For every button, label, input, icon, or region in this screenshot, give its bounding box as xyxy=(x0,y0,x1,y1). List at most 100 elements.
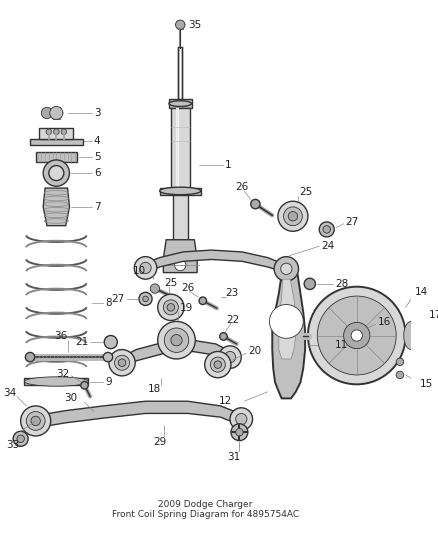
Text: 29: 29 xyxy=(153,437,166,447)
Text: 8: 8 xyxy=(105,297,112,308)
Polygon shape xyxy=(43,188,70,225)
Text: 12: 12 xyxy=(219,396,232,406)
Circle shape xyxy=(31,416,40,426)
Circle shape xyxy=(219,346,241,368)
Text: 17: 17 xyxy=(429,310,438,320)
Circle shape xyxy=(53,129,59,135)
Circle shape xyxy=(288,212,297,221)
Circle shape xyxy=(163,300,178,315)
Circle shape xyxy=(283,207,302,225)
Circle shape xyxy=(344,322,370,349)
Circle shape xyxy=(158,294,184,320)
Circle shape xyxy=(317,296,396,375)
Text: 27: 27 xyxy=(346,217,359,227)
Circle shape xyxy=(171,335,182,346)
Circle shape xyxy=(396,358,404,366)
Text: 19: 19 xyxy=(180,303,194,313)
Circle shape xyxy=(319,222,334,237)
Polygon shape xyxy=(122,340,230,368)
Circle shape xyxy=(25,352,35,362)
Text: 20: 20 xyxy=(248,346,261,357)
Polygon shape xyxy=(30,139,83,145)
Circle shape xyxy=(176,20,185,29)
Text: 2009 Dodge Charger
Front Coil Spring Diagram for 4895754AC: 2009 Dodge Charger Front Coil Spring Dia… xyxy=(112,500,299,519)
Circle shape xyxy=(224,351,236,363)
Circle shape xyxy=(396,371,404,378)
Text: 16: 16 xyxy=(378,317,391,327)
Circle shape xyxy=(43,160,70,186)
Circle shape xyxy=(81,382,88,389)
Text: 18: 18 xyxy=(148,384,162,394)
Circle shape xyxy=(205,351,231,378)
Polygon shape xyxy=(272,267,305,398)
Polygon shape xyxy=(145,250,286,272)
Text: 1: 1 xyxy=(224,160,231,169)
Circle shape xyxy=(323,225,331,233)
Circle shape xyxy=(143,296,148,302)
Circle shape xyxy=(13,431,28,446)
Circle shape xyxy=(139,292,152,305)
Text: 33: 33 xyxy=(7,440,20,450)
Text: 6: 6 xyxy=(94,168,100,178)
Circle shape xyxy=(167,304,175,311)
Text: 32: 32 xyxy=(56,369,70,379)
Polygon shape xyxy=(176,108,179,193)
Text: 27: 27 xyxy=(112,294,125,304)
Polygon shape xyxy=(171,108,190,193)
Text: 9: 9 xyxy=(105,376,112,386)
Circle shape xyxy=(115,355,130,370)
Text: 24: 24 xyxy=(321,241,334,252)
Text: 28: 28 xyxy=(335,279,348,289)
Text: 35: 35 xyxy=(188,20,201,30)
Circle shape xyxy=(118,359,126,367)
Circle shape xyxy=(140,262,151,273)
Text: 23: 23 xyxy=(225,288,239,298)
Text: 14: 14 xyxy=(415,287,428,297)
Circle shape xyxy=(49,166,64,181)
Polygon shape xyxy=(173,195,188,240)
Polygon shape xyxy=(25,378,88,385)
Circle shape xyxy=(199,297,207,304)
Text: 5: 5 xyxy=(94,152,100,162)
Circle shape xyxy=(150,284,159,293)
Circle shape xyxy=(236,414,247,425)
Circle shape xyxy=(46,129,52,135)
Circle shape xyxy=(26,411,45,430)
Circle shape xyxy=(175,260,186,271)
Text: 11: 11 xyxy=(335,340,348,350)
Circle shape xyxy=(231,424,248,441)
Text: 3: 3 xyxy=(94,108,100,118)
Text: 25: 25 xyxy=(300,187,313,197)
Circle shape xyxy=(214,361,222,368)
Polygon shape xyxy=(279,279,296,359)
Polygon shape xyxy=(35,152,77,162)
Text: 15: 15 xyxy=(420,379,433,389)
Ellipse shape xyxy=(169,101,191,107)
Polygon shape xyxy=(38,401,240,427)
Circle shape xyxy=(50,107,63,119)
Circle shape xyxy=(251,199,260,209)
Text: 10: 10 xyxy=(132,266,145,276)
Text: 31: 31 xyxy=(227,451,240,462)
Circle shape xyxy=(269,304,303,338)
Circle shape xyxy=(210,357,225,372)
Circle shape xyxy=(109,350,135,376)
Text: 36: 36 xyxy=(54,332,67,342)
Ellipse shape xyxy=(404,321,419,350)
Circle shape xyxy=(230,408,253,430)
Circle shape xyxy=(308,287,406,384)
Polygon shape xyxy=(159,188,201,195)
Polygon shape xyxy=(163,240,197,272)
Circle shape xyxy=(220,333,227,340)
Circle shape xyxy=(134,257,157,279)
Polygon shape xyxy=(169,99,191,108)
Circle shape xyxy=(41,107,53,119)
Circle shape xyxy=(103,352,113,362)
Circle shape xyxy=(281,263,292,274)
Ellipse shape xyxy=(159,187,201,195)
Text: 4: 4 xyxy=(94,136,100,146)
Text: 21: 21 xyxy=(75,337,88,347)
Circle shape xyxy=(61,129,67,135)
Text: 34: 34 xyxy=(3,388,16,398)
Text: 30: 30 xyxy=(64,393,77,403)
